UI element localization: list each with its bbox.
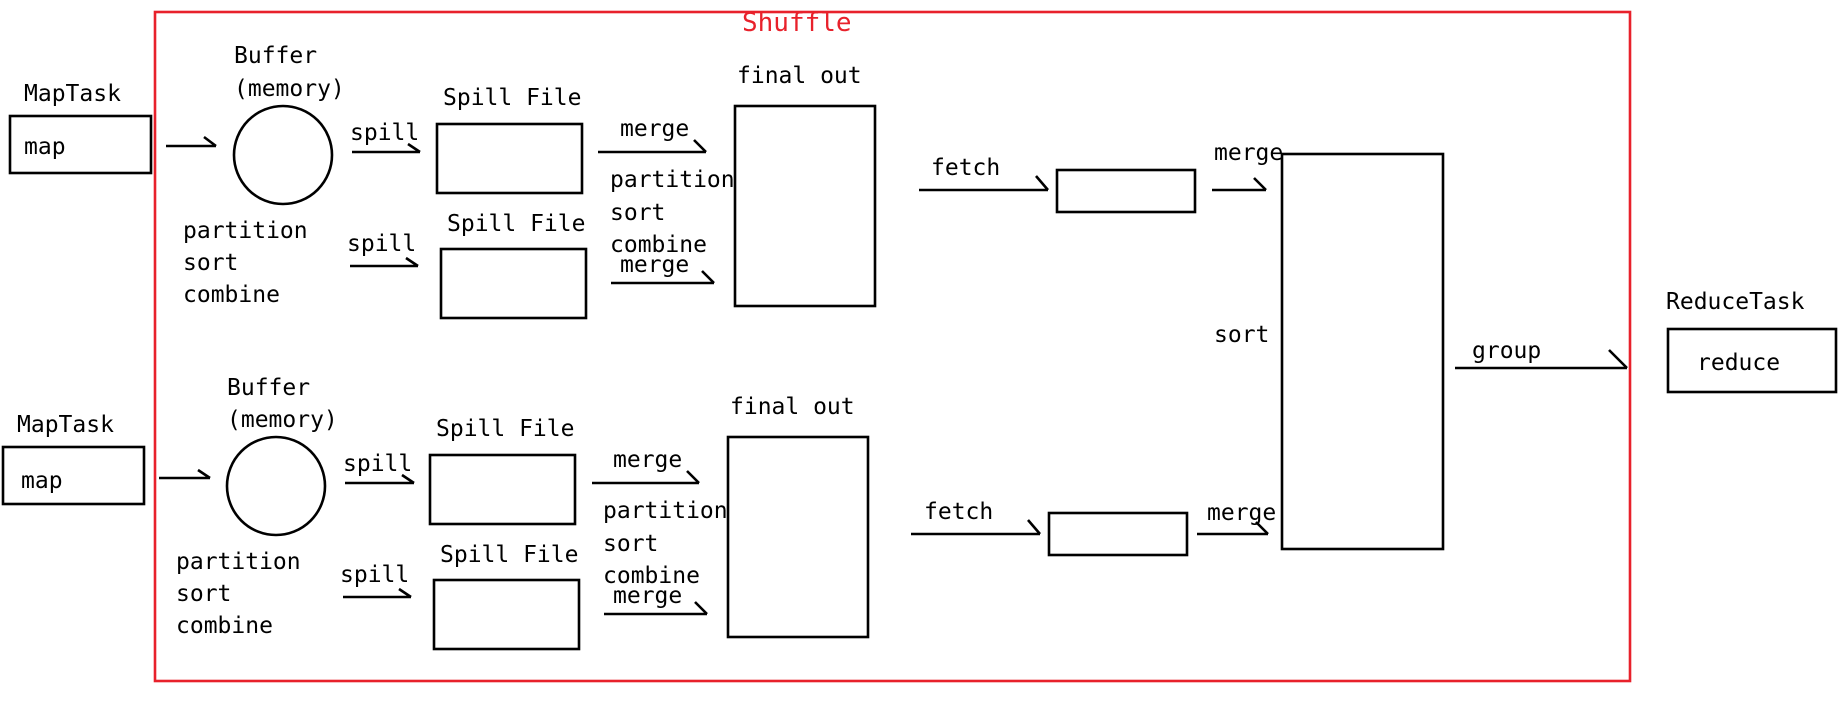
- spill-2b-arrow: [343, 587, 412, 599]
- group-label: group: [1472, 338, 1541, 364]
- map-2-label: map: [21, 468, 63, 494]
- shuffle-boundary: [153, 10, 1632, 683]
- reduce-box: [1666, 327, 1838, 394]
- map-2-op-combine: combine: [176, 613, 273, 639]
- merge-1c-label: merge: [1214, 140, 1283, 166]
- map-1-to-buffer-arrow: [166, 135, 217, 148]
- map-1-op-sort: sort: [183, 250, 238, 276]
- spill-file-2a-label: Spill File: [436, 416, 574, 442]
- buffer-1-label: Buffer: [234, 43, 317, 69]
- buffer-2-sublabel: (memory): [227, 407, 338, 433]
- final-out-1-box: [733, 104, 877, 308]
- reduce-side: sort group ReduceTask reduce: [1214, 152, 1838, 551]
- fetch-1-label: fetch: [931, 155, 1000, 181]
- spill-file-2a-box: [428, 453, 577, 526]
- merge-2c-label: merge: [1207, 500, 1276, 526]
- merge-2b-label: merge: [613, 583, 682, 609]
- shuffle-label: Shuffle: [742, 8, 852, 38]
- spill-1b-label: spill: [347, 231, 416, 257]
- fetched-2-box: [1047, 511, 1189, 557]
- merge-1b-arrow: [611, 270, 715, 285]
- spill-1a-arrow: [352, 142, 421, 154]
- map-2-to-buffer-arrow: [159, 468, 211, 480]
- fetch-1-arrow: [919, 175, 1049, 192]
- maptask-1: MapTask map Buffer (memory) partition so…: [8, 43, 1283, 320]
- final-out-1-label: final out: [737, 63, 862, 89]
- merge-1-op-partition: partition: [610, 167, 735, 193]
- buffer-1-sublabel: (memory): [234, 76, 345, 102]
- buffer-2-label: Buffer: [227, 375, 310, 401]
- spill-file-1b-label: Spill File: [447, 211, 585, 237]
- reducetask-label: ReduceTask: [1666, 289, 1805, 315]
- merge-1-op-combine: combine: [610, 232, 707, 258]
- maptask-2: MapTask map Buffer (memory) partition so…: [1, 375, 1276, 651]
- buffer-2-circle: [225, 435, 327, 537]
- spill-2a-arrow: [345, 473, 415, 485]
- merge-1a-arrow: [598, 139, 707, 154]
- fetched-1-box: [1055, 168, 1197, 214]
- spill-2a-label: spill: [343, 451, 412, 477]
- spill-file-1a-label: Spill File: [443, 85, 581, 111]
- merge-1a-label: merge: [620, 116, 689, 142]
- map-2-op-partition: partition: [176, 549, 301, 575]
- merge-2-op-sort: sort: [603, 531, 658, 557]
- final-out-2-label: final out: [730, 394, 855, 420]
- spill-1b-arrow: [350, 256, 419, 268]
- sort-merge-box: [1280, 152, 1445, 551]
- map-2-box: [1, 445, 146, 506]
- spill-file-2b-label: Spill File: [440, 542, 578, 568]
- spill-file-1a-box: [435, 122, 584, 195]
- spill-1a-label: spill: [350, 120, 419, 146]
- spill-2b-label: spill: [340, 562, 409, 588]
- merge-2b-arrow: [604, 601, 708, 616]
- map-1-box: [8, 114, 153, 175]
- merge-2a-arrow: [592, 470, 700, 485]
- merge-2-op-combine: combine: [603, 563, 700, 589]
- map-2-op-sort: sort: [176, 581, 231, 607]
- merge-2a-label: merge: [613, 447, 682, 473]
- sort-label: sort: [1214, 322, 1269, 348]
- fetch-2-label: fetch: [924, 499, 993, 525]
- merge-1b-label: merge: [620, 252, 689, 278]
- map-1-op-partition: partition: [183, 218, 308, 244]
- merge-1-op-sort: sort: [610, 200, 665, 226]
- maptask-2-label: MapTask: [17, 412, 114, 438]
- merge-2-op-partition: partition: [603, 498, 728, 524]
- merge-2c-arrow: [1197, 521, 1269, 536]
- final-out-2-box: [726, 435, 870, 639]
- maptask-1-label: MapTask: [24, 81, 121, 107]
- fetch-2-arrow: [911, 519, 1041, 536]
- group-arrow: [1455, 349, 1628, 370]
- buffer-1-circle: [232, 104, 334, 206]
- merge-1c-arrow: [1212, 177, 1267, 192]
- map-1-label: map: [24, 134, 66, 160]
- map-1-op-combine: combine: [183, 282, 280, 308]
- spill-file-2b-box: [432, 578, 581, 651]
- spill-file-1b-box: [439, 247, 588, 320]
- reduce-node-label: reduce: [1697, 350, 1780, 376]
